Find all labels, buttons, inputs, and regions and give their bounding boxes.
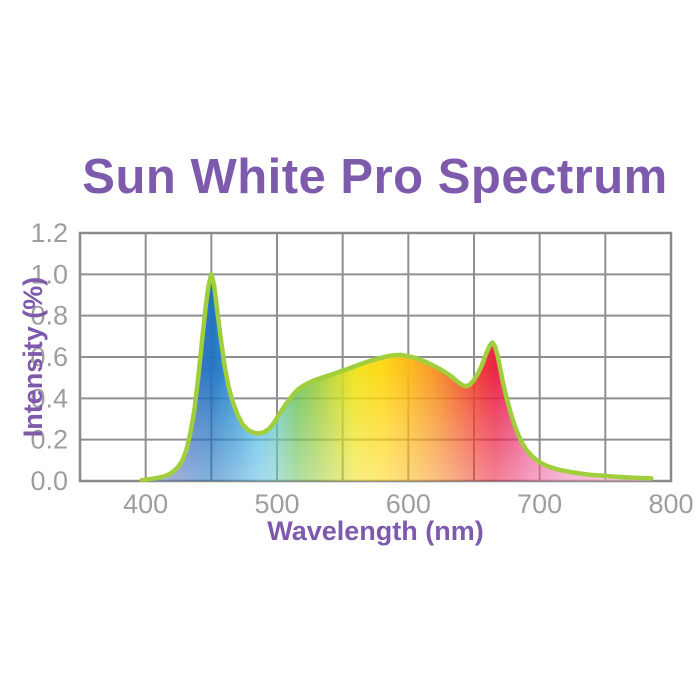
x-tick-label: 800: [648, 489, 693, 519]
x-axis-title: Wavelength (nm): [267, 516, 484, 546]
y-tick-label: 1.2: [30, 218, 68, 248]
page-title: Sun White Pro Spectrum: [82, 150, 668, 204]
spectrum-curve: [139, 272, 654, 483]
y-axis-title: Intensity (%): [18, 277, 48, 438]
x-tick-label: 400: [123, 489, 168, 519]
x-tick-label: 500: [254, 489, 299, 519]
y-tick-label: 0.6: [30, 342, 68, 372]
y-tick-label: 0.2: [30, 425, 68, 455]
y-tick-label: 1.0: [30, 259, 68, 289]
x-tick-label: 600: [386, 489, 431, 519]
y-tick-label: 0.4: [30, 383, 68, 413]
x-tick-label: 700: [517, 489, 562, 519]
y-tick-label: 0.0: [30, 466, 68, 496]
y-tick-label: 0.8: [30, 301, 68, 331]
